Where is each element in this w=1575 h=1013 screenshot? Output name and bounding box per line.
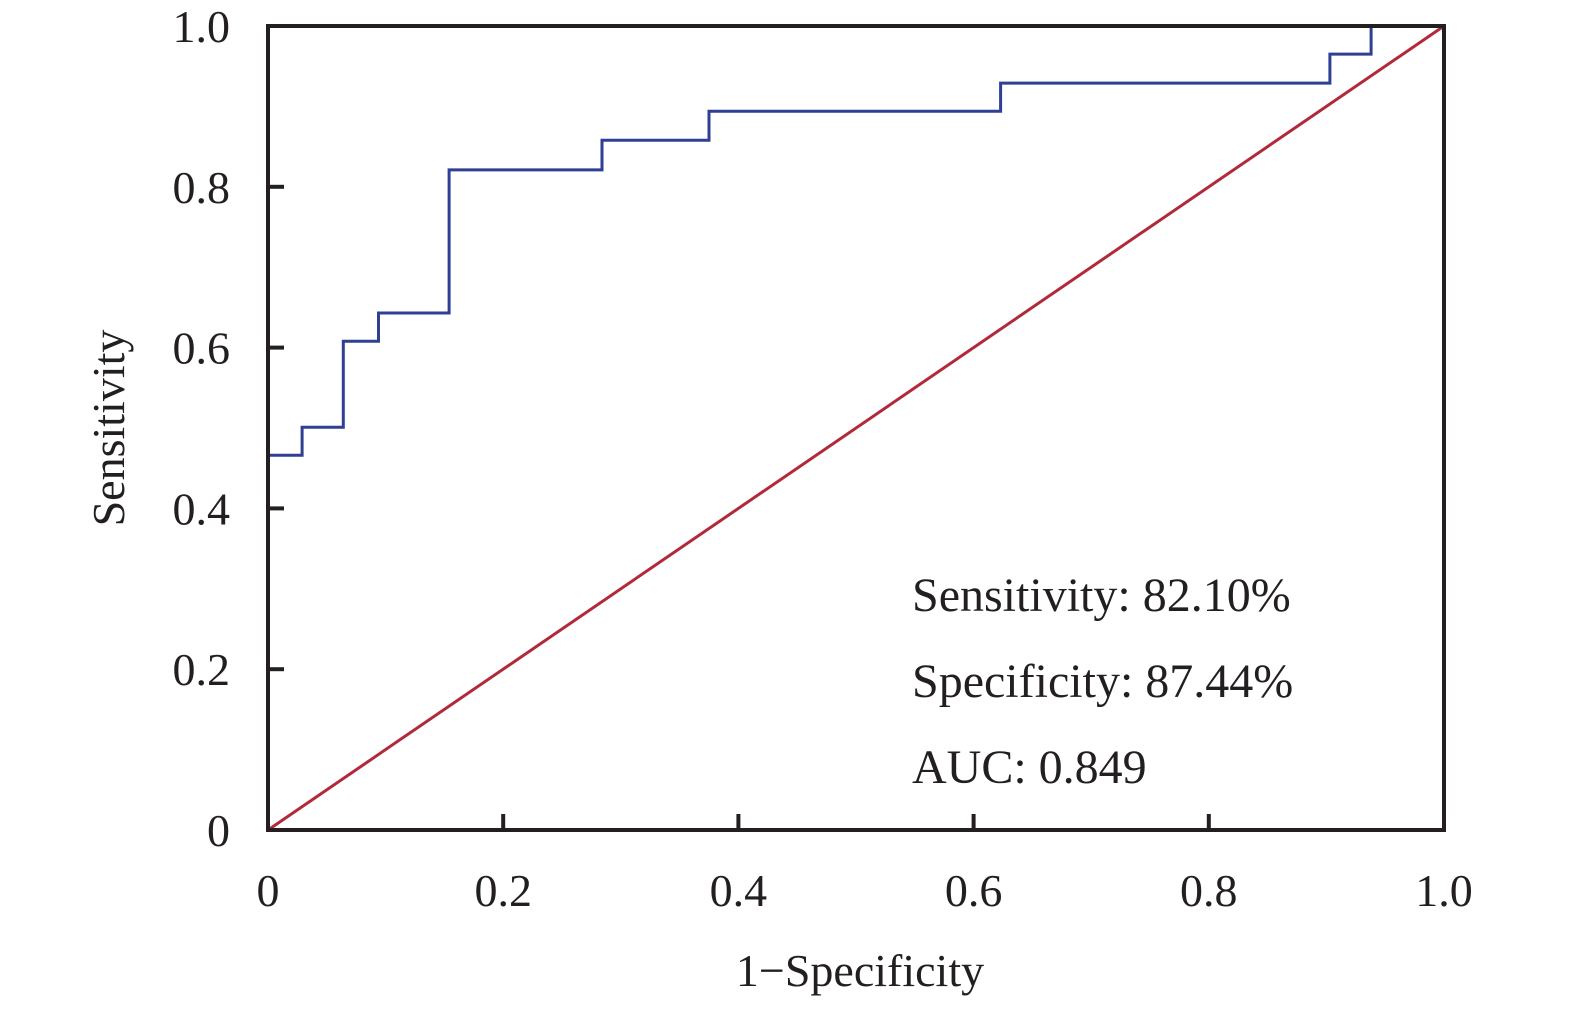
annotation-auc: AUC: 0.849 xyxy=(912,741,1147,794)
roc-curve-line xyxy=(268,26,1373,457)
series-layer xyxy=(267,24,1445,832)
y-tick-label: 0.2 xyxy=(173,644,231,695)
y-tick-label: 1.0 xyxy=(173,1,231,52)
x-tick-label: 0 xyxy=(257,865,280,916)
axis-ticks xyxy=(268,184,1211,830)
x-tick-label: 0.8 xyxy=(1180,865,1238,916)
x-tick-label: 0.6 xyxy=(945,865,1003,916)
y-tick-label: 0.4 xyxy=(173,483,231,534)
reference-diagonal-line xyxy=(267,24,1445,832)
x-tick-label: 0.2 xyxy=(474,865,532,916)
y-tick-label: 0.8 xyxy=(173,162,231,213)
y-tick-label: 0.6 xyxy=(173,323,231,374)
x-tick-label: 1.0 xyxy=(1415,865,1473,916)
y-tick-label: 0 xyxy=(207,805,230,856)
x-axis-label: 1−Specificity xyxy=(736,945,984,996)
axis-tick-labels: 0 0.2 0.4 0.6 0.8 1.0 0 0.2 0.4 0.6 0.8 1.0 xyxy=(173,1,1473,916)
x-tick-label: 0.4 xyxy=(710,865,768,916)
plot-frame xyxy=(266,24,1446,832)
annotation-sensitivity: Sensitivity: 82.10% xyxy=(912,569,1291,622)
y-axis-label: Sensitivity xyxy=(83,330,134,527)
annotation-specificity: Specificity: 87.44% xyxy=(912,655,1293,708)
